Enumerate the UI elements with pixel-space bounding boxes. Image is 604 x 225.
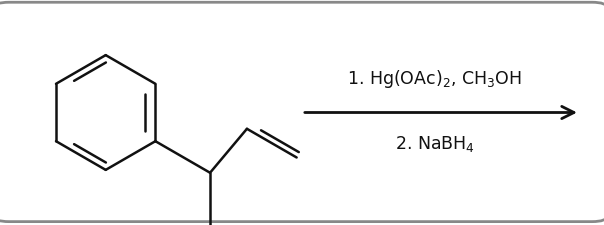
- Text: 2. NaBH$_4$: 2. NaBH$_4$: [395, 134, 475, 154]
- FancyBboxPatch shape: [0, 2, 604, 222]
- Text: 1. Hg(OAc)$_2$, CH$_3$OH: 1. Hg(OAc)$_2$, CH$_3$OH: [347, 68, 522, 90]
